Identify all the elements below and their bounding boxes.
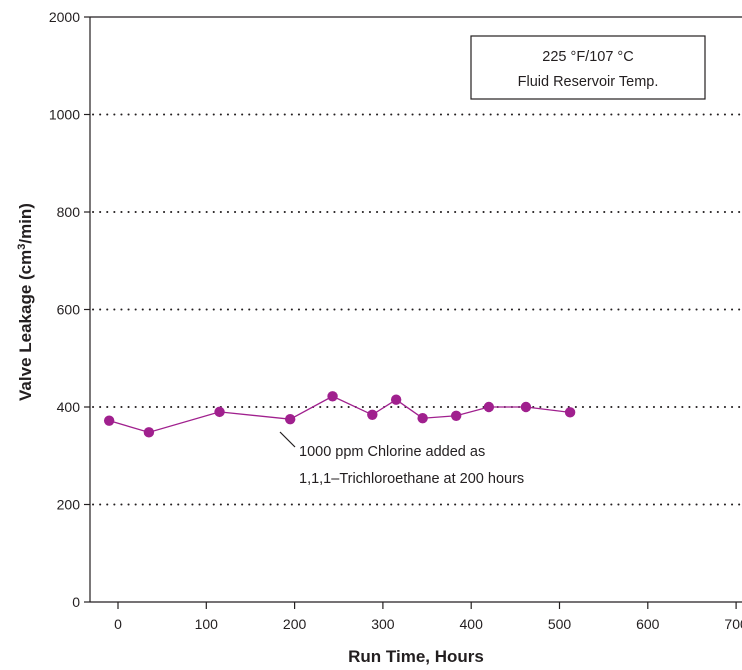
- x-tick-label: 700: [724, 616, 742, 632]
- data-point: [143, 427, 155, 438]
- x-tick-label: 300: [371, 616, 395, 632]
- y-axis-title-superscript: 3: [16, 244, 28, 250]
- ticks: 0 200 400 600 800 1000 2000 0 100 200 300 400 500 600…: [49, 9, 742, 632]
- y-tick-label: 0: [72, 594, 80, 610]
- temp-box-frame: [470, 35, 706, 100]
- data-point: [327, 391, 338, 402]
- data-point: [450, 410, 462, 421]
- x-tick-label: 0: [114, 616, 122, 632]
- y-tick-label: 800: [57, 204, 81, 220]
- data-point: [367, 409, 378, 420]
- series-layer: [103, 391, 576, 438]
- series-line: [108, 395, 571, 434]
- chlorine-note-line-2: 1,1,1–Trichloroethane at 200 hours: [299, 471, 524, 487]
- data-point: [417, 413, 428, 424]
- x-axis-title: Run Time, Hours: [348, 647, 484, 666]
- data-point: [390, 394, 402, 405]
- x-tick-label: 400: [460, 616, 484, 632]
- y-axis-title-prefix: Valve Leakage (cm: [16, 250, 35, 401]
- x-tick-label: 500: [548, 616, 572, 632]
- axes: [89, 16, 742, 603]
- chlorine-pointer-line: [279, 431, 296, 448]
- y-tick-label: 1000: [49, 107, 80, 123]
- y-axis-title: Valve Leakage (cm3/min): [16, 203, 35, 401]
- temp-legend-box: 225 °F/107 °C Fluid Reservoir Temp.: [470, 35, 706, 100]
- data-point: [564, 407, 576, 418]
- data-point: [214, 406, 225, 418]
- y-tick-label: 200: [57, 497, 81, 513]
- x-tick-label: 100: [195, 616, 219, 632]
- temp-box-line-1: 225 °F/107 °C: [542, 49, 633, 65]
- data-point: [284, 413, 296, 425]
- data-point: [520, 401, 532, 413]
- x-tick-label: 200: [283, 616, 307, 632]
- chlorine-note-line-1: 1000 ppm Chlorine added as: [299, 444, 485, 460]
- y-tick-label: 2000: [49, 9, 80, 25]
- temp-box-line-2: Fluid Reservoir Temp.: [518, 74, 659, 90]
- x-tick-label: 600: [636, 616, 660, 632]
- data-point: [483, 401, 495, 413]
- chlorine-annotation: 1000 ppm Chlorine added as 1,1,1–Trichlo…: [279, 431, 524, 487]
- y-tick-label: 400: [57, 399, 81, 415]
- data-point: [103, 415, 115, 426]
- y-axis-title-suffix: /min): [16, 203, 35, 244]
- y-tick-label: 600: [57, 302, 81, 318]
